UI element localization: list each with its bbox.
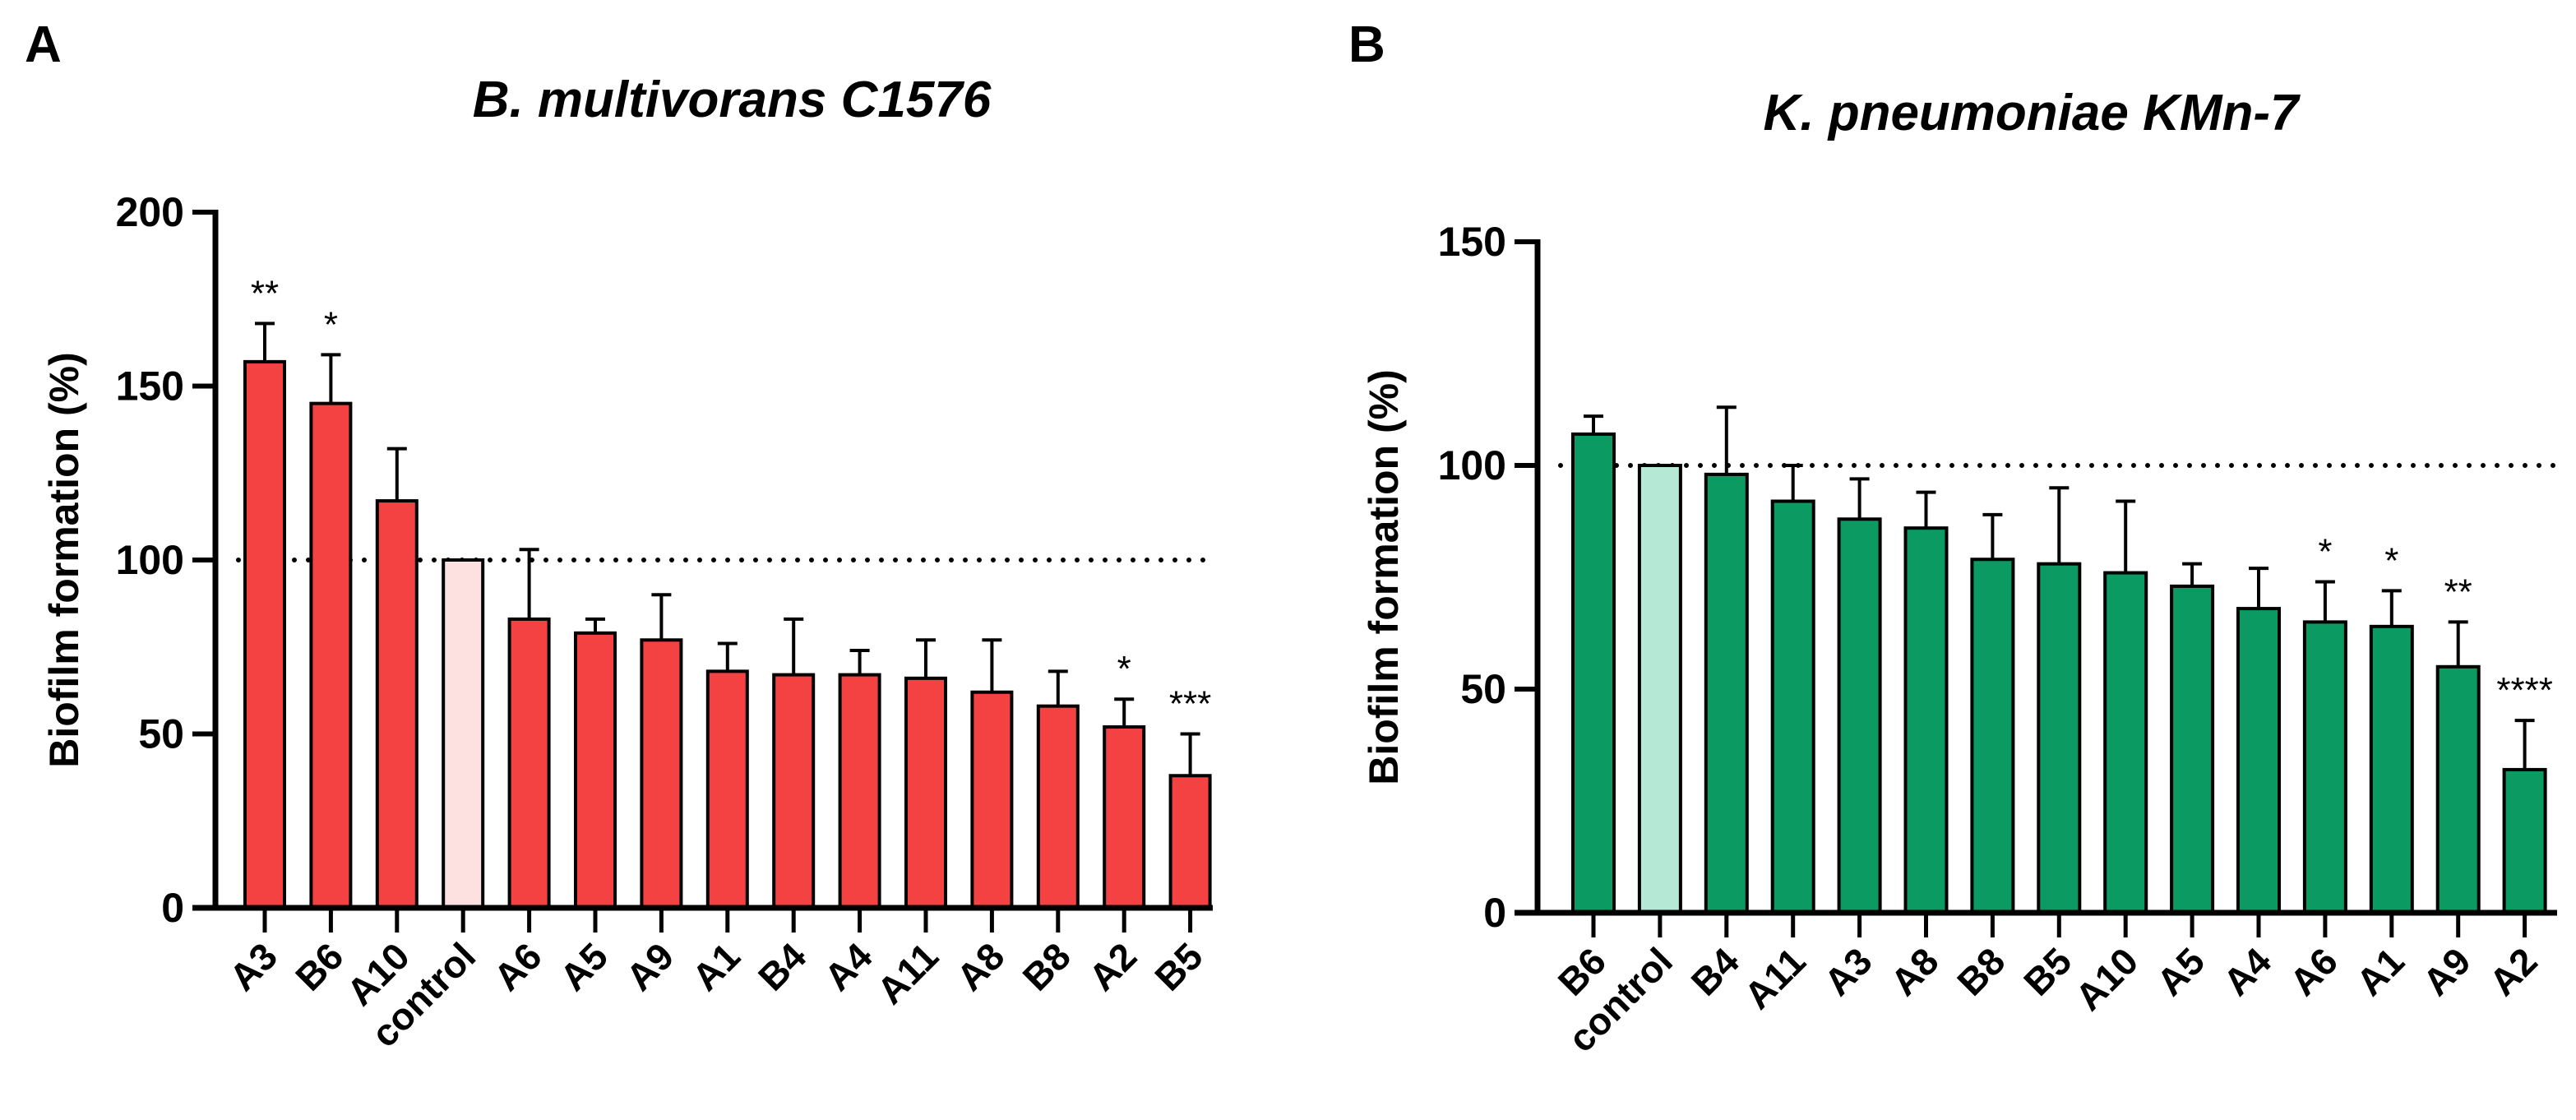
significance-marker: * bbox=[2384, 540, 2398, 581]
bar-a2 bbox=[2502, 767, 2547, 914]
y-tick-label: 0 bbox=[161, 885, 184, 931]
bar-control bbox=[1637, 464, 1682, 914]
bar-a4 bbox=[838, 673, 881, 910]
significance-marker: * bbox=[1117, 649, 1131, 689]
x-tick-label: A3 bbox=[221, 934, 285, 998]
x-tick-label: A9 bbox=[2414, 939, 2478, 1003]
x-tick-label: A1 bbox=[684, 934, 748, 998]
bar-b5 bbox=[1168, 774, 1212, 910]
panel-a: A B. multivorans C1576 Biofilm formation (… bbox=[25, 16, 1215, 1055]
panel-label: A bbox=[25, 16, 62, 73]
x-tick-label: B4 bbox=[1683, 939, 1748, 1004]
bar-a5 bbox=[574, 631, 617, 910]
y-axis-label: Biofilm formation (%) bbox=[1361, 369, 1407, 785]
x-tick-label: A3 bbox=[1815, 939, 1880, 1003]
bar-a10 bbox=[2103, 571, 2148, 914]
significance-marker: * bbox=[324, 304, 338, 345]
bar-control bbox=[442, 558, 485, 909]
bar-a8 bbox=[970, 690, 1014, 909]
significance-marker: ** bbox=[251, 273, 279, 313]
x-tick-label: B8 bbox=[1949, 939, 2013, 1003]
x-tick-label: B5 bbox=[2015, 939, 2079, 1003]
bar-a8 bbox=[1903, 526, 1949, 914]
x-tick-label: B4 bbox=[750, 934, 815, 999]
significance-marker: * bbox=[2318, 531, 2332, 572]
bar-a3 bbox=[1837, 517, 1882, 915]
bar-b6 bbox=[1571, 432, 1616, 914]
y-tick-label: 50 bbox=[138, 711, 184, 757]
bar-b8 bbox=[1970, 558, 2015, 914]
significance-marker: *** bbox=[1169, 684, 1211, 724]
x-tick-label: A5 bbox=[2148, 939, 2213, 1003]
y-tick-label: 150 bbox=[1438, 219, 1506, 265]
x-tick-label: A11 bbox=[868, 934, 946, 1012]
x-tick-label: B8 bbox=[1015, 934, 1079, 998]
bar-a4 bbox=[2236, 607, 2281, 915]
x-tick-label: B5 bbox=[1146, 934, 1210, 998]
x-tick-label: A8 bbox=[1882, 939, 1946, 1003]
bar-a10 bbox=[375, 499, 419, 910]
x-tick-label: A1 bbox=[2348, 939, 2412, 1003]
bar-a9 bbox=[640, 638, 683, 909]
x-tick-label: A6 bbox=[2282, 939, 2346, 1003]
bar-b4 bbox=[772, 673, 816, 910]
bar-a6 bbox=[507, 617, 551, 909]
bar-b6 bbox=[309, 401, 353, 909]
x-tick-label: A6 bbox=[485, 934, 549, 998]
y-axis-label: Biofilm formation (%) bbox=[41, 352, 87, 768]
y-tick-label: 50 bbox=[1460, 666, 1506, 712]
bar-a5 bbox=[2170, 584, 2215, 914]
bar-a3 bbox=[243, 359, 286, 909]
panel-b: B K. pneumoniae KMn-7 Biofilm formation (%… bbox=[1348, 16, 2560, 1060]
y-tick-label: 0 bbox=[1483, 890, 1506, 936]
significance-marker: **** bbox=[2496, 670, 2553, 710]
bar-a11 bbox=[1770, 499, 1815, 915]
x-tick-label: A11 bbox=[1736, 939, 1814, 1017]
bar-a6 bbox=[2302, 620, 2347, 915]
panel-label: B bbox=[1348, 16, 1385, 73]
bar-a11 bbox=[904, 676, 947, 909]
x-tick-label: A9 bbox=[617, 934, 682, 998]
y-tick-label: 100 bbox=[1438, 442, 1506, 488]
x-tick-label: A2 bbox=[1080, 934, 1145, 998]
bar-b5 bbox=[2037, 562, 2082, 914]
chart-title: K. pneumoniae KMn-7 bbox=[1763, 85, 2301, 141]
x-tick-label: A5 bbox=[552, 934, 616, 998]
x-tick-label: A2 bbox=[2481, 939, 2545, 1003]
significance-marker: ** bbox=[2444, 572, 2472, 612]
x-tick-label: A8 bbox=[948, 934, 1012, 998]
y-tick-label: 200 bbox=[116, 189, 184, 235]
chart-title: B. multivorans C1576 bbox=[473, 72, 992, 128]
x-tick-label: A4 bbox=[816, 934, 881, 999]
y-tick-label: 100 bbox=[116, 537, 184, 583]
bar-a1 bbox=[705, 669, 749, 909]
bar-b4 bbox=[1704, 472, 1749, 914]
bar-a9 bbox=[2435, 664, 2481, 914]
bar-b8 bbox=[1036, 704, 1080, 909]
x-tick-label: B6 bbox=[287, 934, 351, 998]
x-tick-label: A4 bbox=[2215, 939, 2280, 1004]
bar-a1 bbox=[2369, 624, 2414, 915]
bar-a2 bbox=[1103, 725, 1146, 909]
y-tick-label: 150 bbox=[116, 363, 184, 410]
x-tick-label: A10 bbox=[2067, 939, 2146, 1018]
